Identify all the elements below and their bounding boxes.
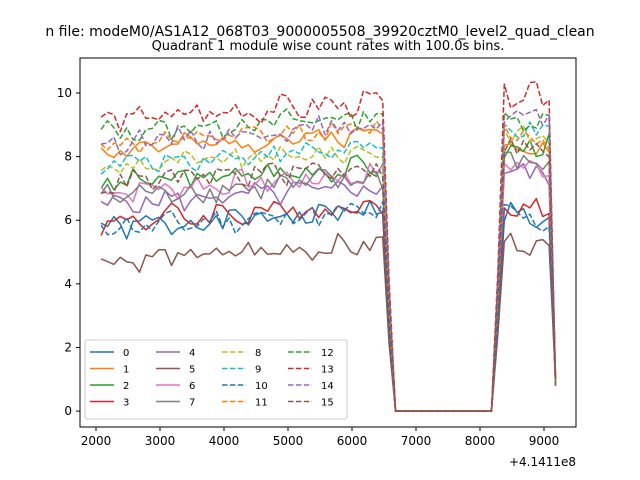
x-tick-label: 5000 — [273, 434, 304, 448]
legend-label-3: 3 — [123, 398, 129, 409]
y-tick-label: 10 — [57, 86, 72, 100]
x-tick-label: 2000 — [81, 434, 112, 448]
series-line-15 — [100, 137, 557, 412]
legend-label-11: 11 — [255, 398, 268, 409]
legend-label-7: 7 — [189, 398, 195, 409]
legend-label-12: 12 — [321, 348, 334, 359]
x-tick-label: 9000 — [529, 434, 560, 448]
legend-label-14: 14 — [321, 381, 334, 392]
y-tick-label: 0 — [64, 404, 72, 418]
legend-label-15: 15 — [321, 398, 334, 409]
x-tick-label: 7000 — [401, 434, 432, 448]
y-tick-label: 2 — [64, 340, 72, 354]
plot-lines — [100, 80, 557, 412]
x-tick-label: 8000 — [465, 434, 496, 448]
y-axis-ticks: 0 2 4 6 8 10 — [57, 86, 80, 418]
series-line-13 — [100, 80, 557, 412]
x-axis-ticks: 2000 3000 4000 5000 6000 7000 8000 9000 — [81, 427, 560, 448]
y-tick-label: 6 — [64, 213, 72, 227]
plot-frame — [79, 57, 577, 428]
chart-title: Quadrant 1 module wise count rates with … — [152, 39, 505, 54]
legend-label-9: 9 — [255, 365, 261, 376]
legend-label-4: 4 — [189, 348, 195, 359]
x-tick-label: 3000 — [145, 434, 176, 448]
legend-label-5: 5 — [189, 365, 195, 376]
y-tick-label: 8 — [64, 150, 72, 164]
legend-label-10: 10 — [255, 381, 268, 392]
legend-box — [84, 339, 348, 420]
figure-suptitle: n file: modeM0/AS1A12_068T03_9000005508_… — [45, 24, 594, 40]
y-tick-label: 4 — [64, 277, 72, 291]
legend-label-1: 1 — [123, 365, 129, 376]
legend-label-0: 0 — [123, 348, 129, 359]
legend-label-13: 13 — [321, 365, 334, 376]
legend-label-2: 2 — [123, 381, 129, 392]
x-axis-offset-label: +4.1411e8 — [509, 455, 576, 469]
legend-label-6: 6 — [189, 381, 195, 392]
x-tick-label: 6000 — [337, 434, 368, 448]
x-tick-label: 4000 — [209, 434, 240, 448]
legend-label-8: 8 — [255, 348, 261, 359]
